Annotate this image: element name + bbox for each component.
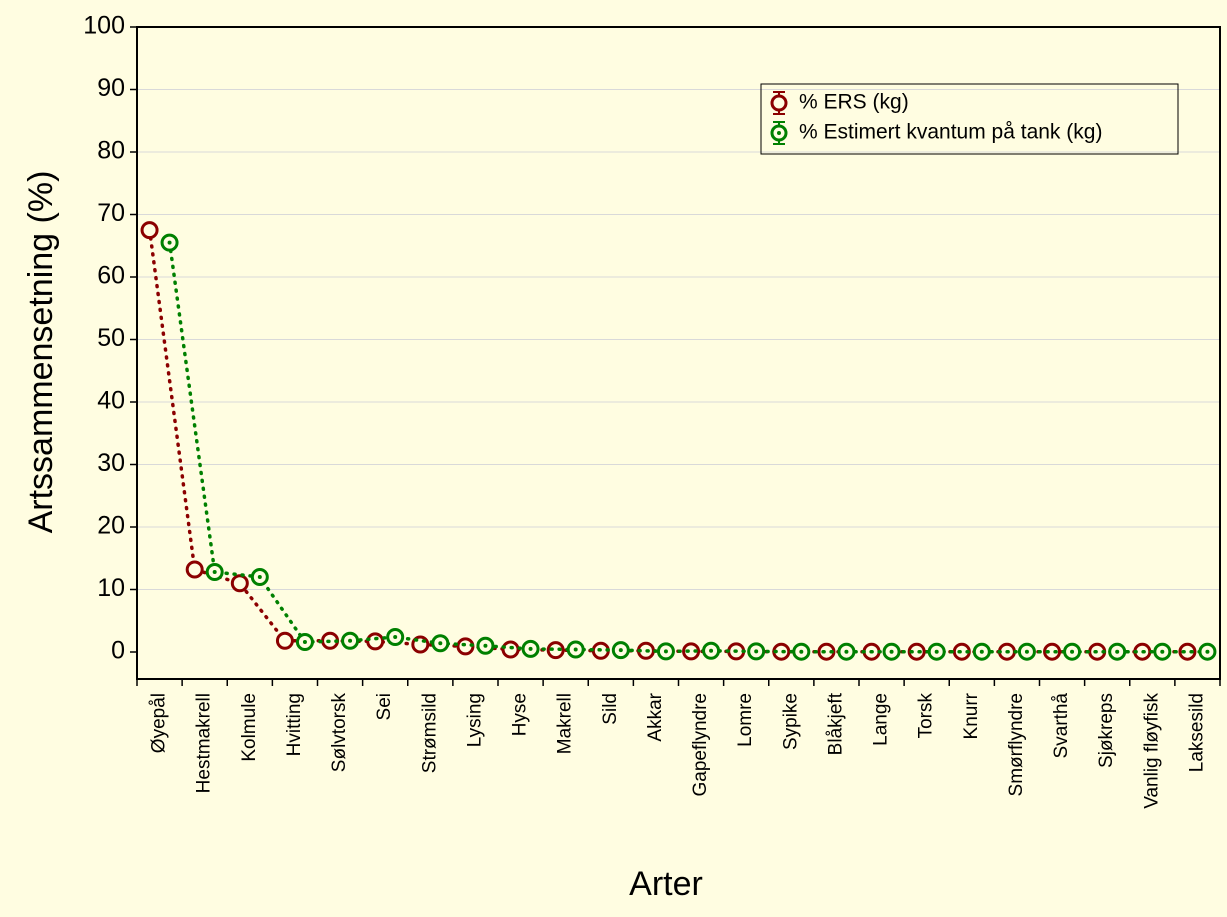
x-tick-label: Laksesild bbox=[1186, 693, 1207, 772]
data-point-dot-1 bbox=[799, 649, 804, 654]
y-tick-label: 10 bbox=[97, 574, 125, 602]
data-point-dot-1 bbox=[167, 240, 172, 245]
x-tick-label: Strømsild bbox=[419, 693, 440, 773]
legend-label-tank: % Estimert kvantum på tank (kg) bbox=[799, 121, 1102, 144]
y-tick-label: 80 bbox=[97, 137, 125, 165]
data-point-dot-1 bbox=[483, 643, 488, 648]
y-tick-label: 0 bbox=[111, 637, 125, 665]
x-tick-label: Sypike bbox=[780, 693, 801, 750]
data-point-dot-1 bbox=[302, 640, 307, 644]
data-point-0 bbox=[682, 642, 701, 661]
x-tick-label: Lysing bbox=[464, 693, 485, 747]
data-point-dot-1 bbox=[1070, 649, 1075, 654]
data-point-dot-1 bbox=[212, 570, 217, 574]
x-tick-label: Hestmakrell bbox=[194, 693, 215, 793]
data-point-0 bbox=[907, 642, 926, 661]
data-point-0 bbox=[1178, 642, 1197, 661]
y-tick-label: 40 bbox=[97, 387, 125, 415]
data-point-dot-1 bbox=[257, 575, 262, 579]
data-point-0 bbox=[230, 574, 249, 593]
y-tick-label: 100 bbox=[83, 12, 125, 40]
data-point-0 bbox=[546, 641, 565, 660]
x-tick-label: Hvitting bbox=[284, 693, 305, 756]
x-tick-label: Lange bbox=[871, 693, 892, 746]
legend-label-ers: % ERS (kg) bbox=[799, 91, 909, 114]
series-layer bbox=[140, 221, 1217, 661]
x-tick-label: Makrell bbox=[555, 693, 576, 754]
y-tick-label: 20 bbox=[97, 512, 125, 540]
x-tick-label: Blåkjeft bbox=[825, 692, 846, 755]
series-line-0 bbox=[147, 228, 1190, 654]
x-tick-label: Sølvtorsk bbox=[329, 693, 350, 773]
x-axis-label: Arter bbox=[629, 865, 703, 903]
data-point-dot-1 bbox=[709, 648, 714, 653]
x-tick-label: Smørflyndre bbox=[1006, 693, 1027, 796]
data-point-dot-1 bbox=[528, 646, 533, 651]
data-point-dot-1 bbox=[393, 635, 398, 639]
series-line-1 bbox=[167, 240, 1210, 654]
data-point-0 bbox=[140, 221, 159, 240]
data-point-0 bbox=[185, 560, 204, 579]
data-point-0 bbox=[1043, 642, 1062, 661]
legend-marker-ers bbox=[770, 94, 788, 112]
x-axis: Øyepål Hestmakrell Kolmule Hvitting Sølvtors… bbox=[136, 679, 1221, 809]
y-tick-label: 60 bbox=[97, 262, 125, 290]
legend-marker-tank-dot bbox=[777, 131, 781, 135]
gridlines bbox=[137, 89, 1220, 590]
data-point-0 bbox=[275, 631, 294, 650]
legend-box bbox=[760, 83, 1179, 155]
x-tick-label: Knurr bbox=[961, 692, 982, 739]
x-tick-label: Hyse bbox=[510, 693, 531, 736]
x-tick-label: Kolmule bbox=[239, 693, 260, 762]
data-point-dot-1 bbox=[934, 649, 939, 654]
x-tick-label: Lomre bbox=[735, 693, 756, 747]
data-point-dot-1 bbox=[348, 638, 353, 643]
legend: % ERS (kg) % Estimert kvantum på tank (k… bbox=[760, 83, 1179, 155]
data-point-0 bbox=[501, 640, 520, 659]
data-point-0 bbox=[366, 632, 385, 651]
data-point-dot-1 bbox=[438, 641, 443, 646]
data-point-dot-1 bbox=[618, 648, 623, 653]
x-tick-label: Vanlig fløyfisk bbox=[1141, 693, 1162, 809]
data-point-dot-1 bbox=[663, 649, 668, 654]
x-tick-label: Sild bbox=[600, 693, 621, 725]
legend-item-ers: % ERS (kg) bbox=[770, 91, 909, 115]
data-point-0 bbox=[817, 642, 836, 661]
data-point-dot-1 bbox=[573, 647, 578, 652]
data-point-dot-1 bbox=[1115, 649, 1120, 654]
x-tick-label: Øyepål bbox=[149, 693, 170, 753]
x-tick-label: Akkar bbox=[645, 692, 666, 741]
y-tick-label: 70 bbox=[97, 199, 125, 227]
data-point-dot-1 bbox=[754, 649, 759, 654]
data-point-dot-1 bbox=[889, 649, 894, 654]
legend-item-tank: % Estimert kvantum på tank (kg) bbox=[770, 121, 1102, 145]
data-point-dot-1 bbox=[844, 649, 849, 654]
data-point-dot-1 bbox=[1024, 649, 1029, 654]
y-axis-label: Artssammensetning (%) bbox=[22, 171, 60, 534]
y-tick-label: 90 bbox=[97, 74, 125, 102]
x-tick-label: Sjøkreps bbox=[1096, 693, 1117, 768]
y-tick-label: 30 bbox=[97, 449, 125, 477]
y-axis: 0 10 20 30 40 50 60 70 80 90 100 bbox=[83, 12, 137, 665]
x-tick-label: Svarthå bbox=[1051, 693, 1072, 759]
x-tick-label: Sei bbox=[374, 693, 395, 720]
y-tick-label: 50 bbox=[97, 324, 125, 352]
x-tick-label: Torsk bbox=[916, 693, 937, 739]
data-point-dot-1 bbox=[979, 649, 984, 654]
data-point-dot-1 bbox=[1160, 649, 1165, 654]
data-point-dot-1 bbox=[1205, 649, 1210, 654]
x-tick-label: Gapeflyndre bbox=[690, 693, 711, 797]
